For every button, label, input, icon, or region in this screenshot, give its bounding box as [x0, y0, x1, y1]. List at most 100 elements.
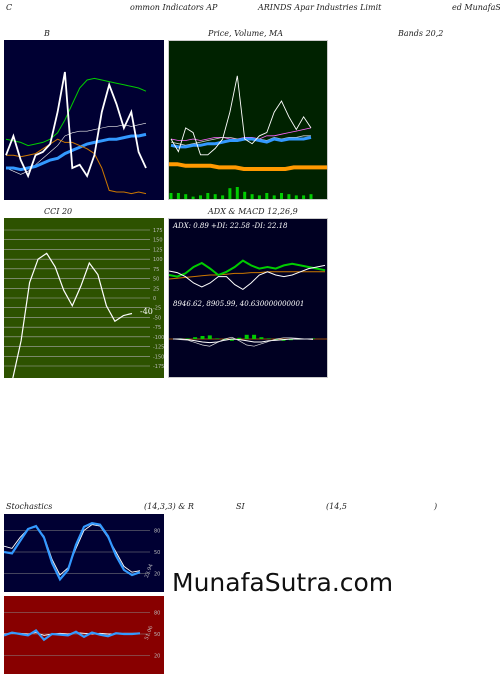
cci-tick-label: 125 [153, 247, 163, 253]
minus-di-line [169, 264, 326, 291]
volume-bar [176, 193, 180, 199]
cci-tick-label: 50 [153, 277, 159, 283]
cci-line [12, 252, 133, 378]
volume-bar [243, 191, 247, 199]
rsi-close: ) [434, 502, 438, 511]
bollinger-mid-line-b [6, 132, 147, 172]
rsi-chart: 80 50 20 [4, 610, 160, 660]
bollinger-lower-line [6, 138, 147, 195]
macd-hist-bar [200, 336, 205, 339]
price-panel [168, 40, 328, 200]
macd-hist-bar [274, 339, 279, 341]
cci-tick-label: 100 [153, 257, 163, 263]
rsi-tick-label: 20 [154, 654, 160, 660]
cci-tick-label: 75 [153, 267, 159, 273]
price-label: Price, Volume, MA [208, 29, 284, 38]
adx-label: ADX & MACD 12,26,9 [208, 207, 298, 216]
volume-bar [302, 195, 306, 199]
plus-di-line [169, 259, 326, 278]
cci-tick-label: -150 [153, 354, 164, 360]
rsi-line-b [4, 628, 141, 642]
header-left: C [6, 3, 13, 12]
macd-hist-bar [266, 338, 271, 339]
cci-tick-label: -175 [153, 364, 164, 370]
cci-label: CCI 20 [44, 207, 73, 216]
rsi-tick-label: 80 [154, 610, 160, 616]
volume-bar [169, 193, 173, 199]
bollinger-label: B [44, 29, 50, 38]
price-ma-long-line [169, 162, 327, 171]
adx-line [169, 271, 325, 280]
macd-hist-bar [193, 337, 198, 339]
volume-bar [191, 196, 195, 199]
volume-bar [309, 194, 313, 199]
cci-value-label: -40 [140, 307, 153, 316]
stoch-tick-label: 50 [154, 550, 160, 556]
cci-tick-label: 0 [153, 296, 156, 302]
macd-hist-bar [215, 338, 220, 339]
stoch-line-b [4, 522, 141, 582]
cci-tick-label: -25 [153, 306, 161, 312]
cci-chart: 175 150 125 100 75 50 25 0 -25 -50 -75 -100 -125 -150… [4, 228, 164, 378]
bollinger-panel [4, 40, 164, 200]
volume-bar [235, 187, 239, 199]
adx-macd-panel [168, 218, 328, 378]
macd-hist-bar [244, 334, 249, 339]
rsi-tick-label: 50 [154, 632, 160, 638]
header-mid2: ARINDS Apar Industries Limit [258, 3, 382, 12]
macd-signal-line [173, 338, 313, 344]
cci-tick-label: -50 [153, 315, 161, 321]
volume-bar [206, 193, 210, 199]
stochastics-panel: 80 50 20 [4, 514, 164, 592]
cci-panel: 175 150 125 100 75 50 25 0 -25 -50 -75 -100 -125 -150… [4, 218, 164, 378]
volume-bar [221, 195, 225, 199]
volume-bar [199, 195, 202, 199]
volume-bar [294, 195, 298, 199]
macd-text: 8946.62, 8905.99, 40.630000000001 [173, 300, 305, 308]
cci-tick-label: 175 [153, 228, 163, 234]
cci-tick-label: 150 [153, 238, 163, 244]
macd-hist-bar [288, 339, 293, 341]
stochastics-chart: 80 50 20 [4, 522, 160, 582]
stoch-line-a [4, 524, 141, 576]
bollinger-price-line [5, 71, 147, 179]
cci-tick-label: -100 [153, 335, 164, 341]
price-close-line [170, 75, 312, 156]
stoch-tick-label: 80 [154, 528, 160, 534]
macd-hist-bar [237, 337, 242, 339]
rsi-panel: 80 50 20 [4, 596, 164, 674]
stoch-tick-label: 20 [154, 572, 160, 578]
volume-bar [213, 194, 217, 199]
macd-hist-bar [259, 337, 264, 339]
volume-bar [265, 193, 269, 199]
bollinger-upper-line [5, 77, 147, 147]
adx-text: ADX: 0.89 +DI: 22.58 -DI: 22.18 [173, 222, 288, 230]
macd-line [172, 336, 314, 347]
volume-bar [228, 188, 232, 199]
macd-hist-bar [229, 339, 234, 341]
macd-hist-bar [207, 335, 212, 339]
price-ma-line-c [170, 135, 312, 149]
macd-hist-bar [185, 338, 190, 339]
price-chart [169, 75, 327, 199]
volume-bar [184, 194, 188, 199]
bollinger-chart [5, 71, 147, 195]
bands-label: Bands 20,2 [398, 29, 444, 38]
stoch-params: (14,3,3) & R [144, 502, 194, 511]
volume-bar [272, 195, 276, 199]
header-right: ed MunafaS [452, 3, 500, 12]
macd-hist-bar [252, 334, 257, 339]
header-mid1: ommon Indicators AP [130, 3, 218, 12]
rsi-label: SI [236, 502, 245, 511]
cci-tick-label: -75 [153, 325, 161, 331]
cci-tick-label: 25 [153, 286, 159, 292]
volume-bar [287, 194, 291, 199]
price-ma-line-a [170, 127, 312, 141]
stoch-label: Stochastics [6, 502, 53, 511]
rsi-params: (14,5 [326, 502, 347, 511]
macd-hist-bar [222, 339, 227, 341]
volume-bar [250, 194, 254, 199]
cci-tick-label: -125 [153, 345, 164, 351]
watermark-logo: MunafaSutra.com [172, 568, 394, 597]
adx-macd-chart [169, 259, 327, 347]
